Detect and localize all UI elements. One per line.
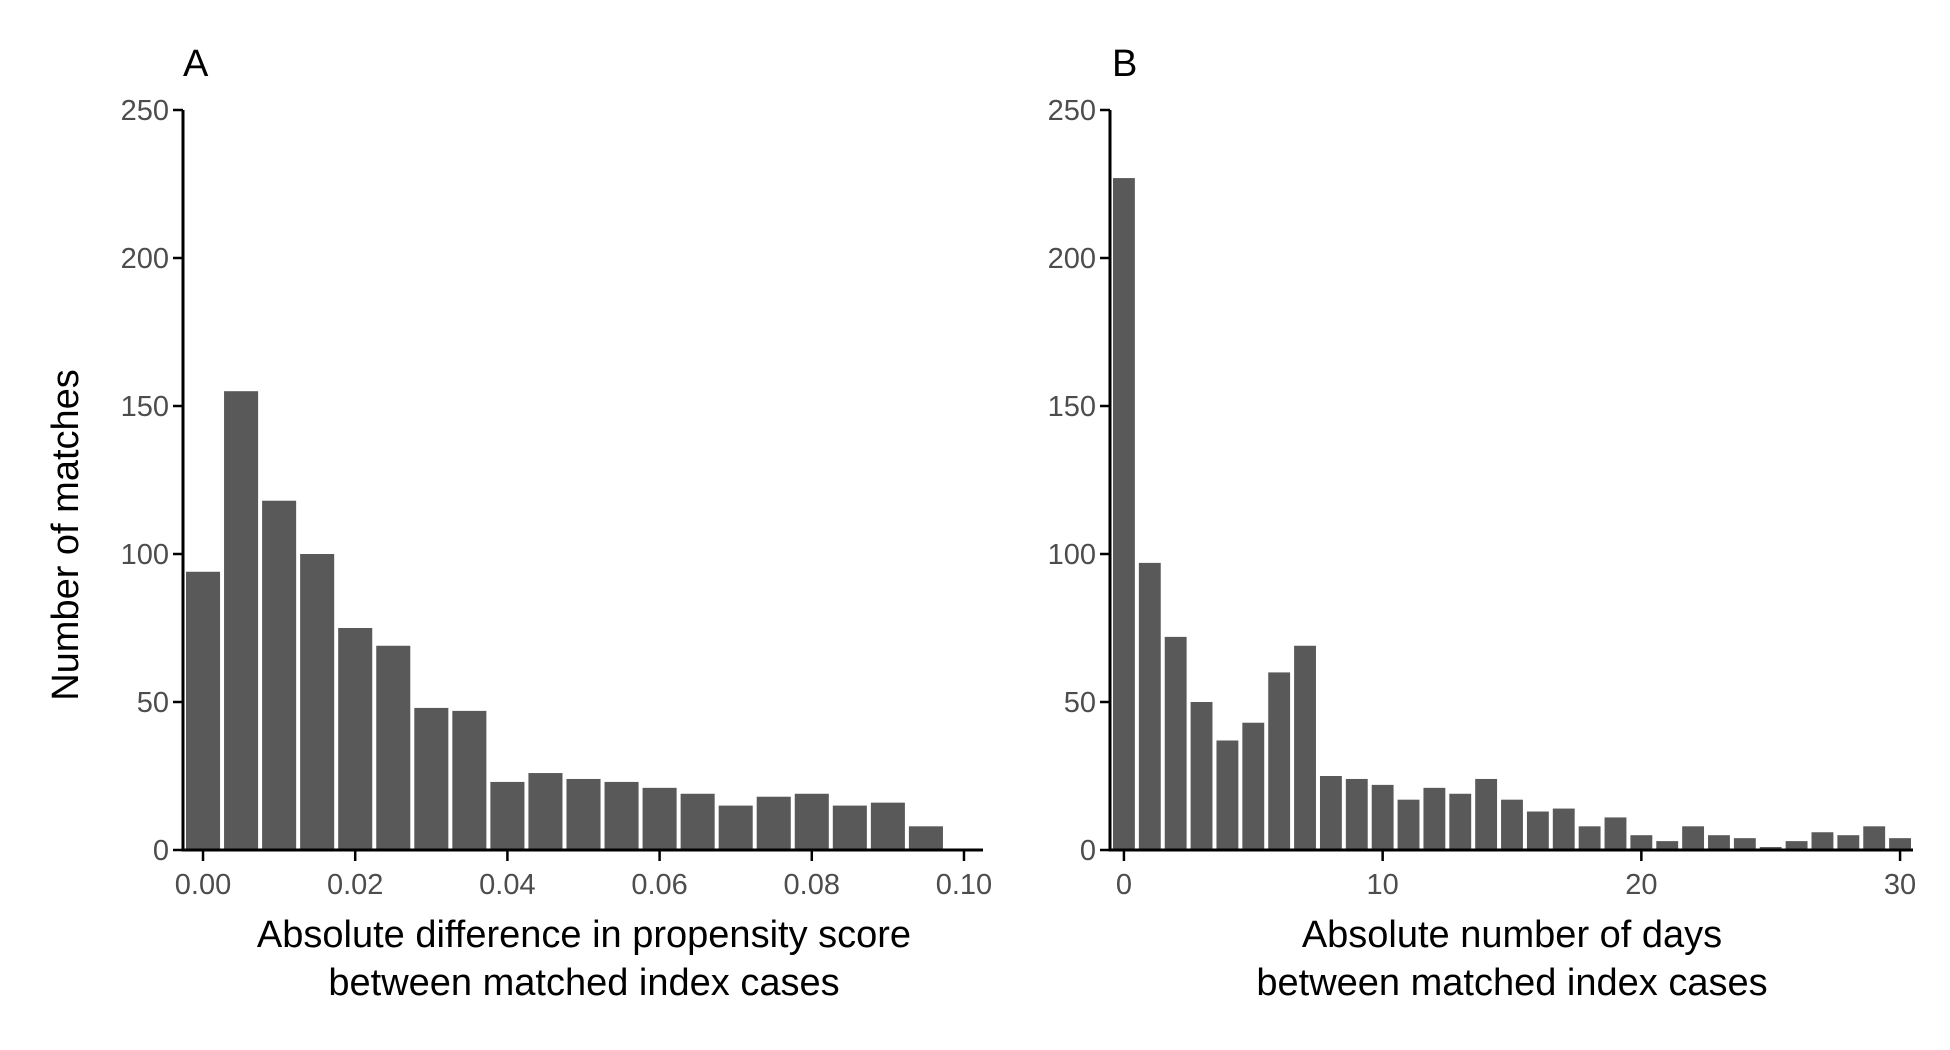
panel-b-y-tick-label: 150 [1048, 391, 1096, 423]
panel-a-bar [794, 793, 829, 850]
panel-b-bar [1863, 826, 1886, 850]
panel-a-x-tick-label: 0.02 [327, 869, 383, 901]
panel-b-bar [1371, 784, 1394, 850]
panel-a-y-axis-title: Number of matches [45, 369, 87, 701]
panel-a-bar [262, 500, 297, 850]
panel-b-x-tick-label: 0 [1116, 869, 1132, 901]
panel-b-bar [1190, 702, 1213, 850]
panel-b-bar [1682, 826, 1705, 850]
panel-a-x-tick-label: 0.04 [479, 869, 535, 901]
panel-a-y-tick-label: 0 [153, 835, 169, 867]
panel-b-bar [1242, 722, 1265, 850]
panel-b-bar [1501, 799, 1523, 850]
panel-a-bar [414, 707, 449, 850]
panel-b-bar [1578, 826, 1601, 850]
panel-b-x-tick-label: 20 [1625, 869, 1657, 901]
panel-a-bar [642, 787, 677, 850]
panel-a-y-tick-label: 200 [121, 243, 169, 275]
panel-b-bar [1733, 838, 1756, 850]
panel-a-bar [452, 710, 487, 850]
panel-a-bar [604, 781, 639, 850]
panel-a-label: A [183, 43, 209, 85]
panel-a-bar [566, 778, 601, 850]
panel-b-bar [1397, 799, 1420, 850]
panel-b-x-tick-label: 10 [1367, 869, 1399, 901]
panel-b-y-tick-label: 200 [1048, 243, 1096, 275]
panel-a-y-tick-label: 100 [121, 539, 169, 571]
panel-b-bar [1526, 811, 1549, 850]
panel-b-bar [1294, 645, 1316, 850]
panel-a-y-tick-label: 150 [121, 391, 169, 423]
panel-a-bar [376, 645, 411, 850]
panel-b-bar [1785, 841, 1808, 850]
panel-a-ticks: 0 50 100 150 200 250 0.00 0.02 0.04 0.06 0.08 0.10 [121, 95, 993, 901]
panel-b-bar [1345, 778, 1368, 850]
panel-b-y-tick-label: 0 [1080, 835, 1096, 867]
panel-b-bar [1630, 835, 1653, 850]
panel-a-bar [908, 826, 943, 850]
panel-a-bar [300, 554, 335, 850]
panel-a-bar [832, 805, 867, 850]
panel-b-bar [1268, 672, 1291, 850]
panel-b-bar [1475, 778, 1498, 850]
panel-a-bar [756, 796, 791, 850]
panel-b-bars [1113, 178, 1911, 850]
panel-a-x-tick-label: 0.10 [936, 869, 992, 901]
panel-b-bar [1138, 562, 1161, 850]
panel-b-bar [1552, 808, 1575, 850]
panel-b-y-tick-label: 250 [1048, 95, 1096, 127]
panel-b-bar [1423, 787, 1446, 850]
panel-a-bar [870, 802, 905, 850]
panel-a-bar [718, 805, 753, 850]
panel-b-x-axis-title-line-2: between matched index cases [1256, 962, 1767, 1004]
panel-a-bar [680, 793, 715, 850]
panel-a-bar [338, 628, 373, 850]
panel-b-ticks: 0 50 100 150 200 250 0 10 20 30 [1048, 95, 1917, 901]
panel-a-bars [186, 391, 943, 850]
panel-a-x-axis-title-line-1: Absolute difference in propensity score [257, 914, 911, 956]
panel-b-bar [1449, 793, 1472, 850]
panel-b-label: B [1112, 43, 1137, 85]
panel-b-bar [1837, 835, 1860, 850]
panel-a-bar [528, 773, 563, 850]
panel-b-x-axis-title-line-1: Absolute number of days [1302, 914, 1722, 956]
panel-a-x-tick-label: 0.08 [784, 869, 840, 901]
panel-b-bar [1604, 817, 1627, 850]
panel-b-y-tick-label: 50 [1064, 687, 1096, 719]
panel-b-x-tick-label: 30 [1884, 869, 1916, 901]
panel-b-bar [1216, 740, 1239, 850]
panel-a-y-tick-label: 50 [137, 687, 169, 719]
panel-a-bar [186, 571, 221, 850]
panel-b-bar [1889, 838, 1911, 850]
panel-a-y-tick-label: 250 [121, 95, 169, 127]
panel-a-bar [490, 781, 525, 850]
panel-b-bar [1708, 835, 1730, 850]
panel-a-x-tick-label: 0.06 [631, 869, 687, 901]
panel-b-bar [1164, 636, 1187, 850]
panel-a-bar [224, 391, 259, 850]
panel-b-bar [1811, 832, 1834, 850]
panel-b: B 0 50 100 150 200 250 0 10 20 30 Absolute number… [1048, 43, 1917, 1004]
panel-b-bar [1113, 178, 1135, 850]
panel-b-bar [1319, 776, 1342, 850]
panel-a-x-axis-title-line-2: between matched index cases [328, 962, 839, 1004]
panel-b-y-tick-label: 100 [1048, 539, 1096, 571]
panel-b-bar [1656, 841, 1679, 850]
panel-a-x-tick-label: 0.00 [175, 869, 231, 901]
